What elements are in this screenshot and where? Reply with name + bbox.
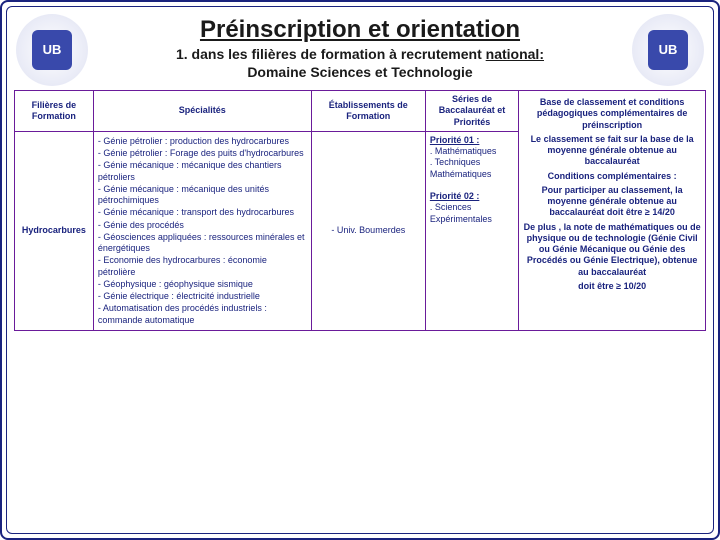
specialite-item: - Génie mécanique : transport des hydroc…	[98, 207, 307, 218]
priority1-label: Priorité 01 :	[430, 135, 514, 146]
specialite-item: - Génie mécanique : mécanique des unités…	[98, 184, 307, 207]
subtitle-prefix: 1. dans les filières de formation à recr…	[176, 46, 486, 62]
logo-left: UB	[16, 14, 88, 86]
program-table: Filières de Formation Spécialités Établi…	[14, 90, 706, 331]
specialite-item: - Génie mécanique : mécanique des chanti…	[98, 160, 307, 183]
page-title: Préinscription et orientation	[92, 16, 628, 44]
specialite-item: - Génie pétrolier : Forage des puits d'h…	[98, 148, 307, 159]
specialite-item: - Génie pétrolier : production des hydro…	[98, 136, 307, 147]
specialite-item: - Géophysique : géophysique sismique	[98, 279, 307, 290]
specialite-item: - Automatisation des procédés industriel…	[98, 303, 307, 326]
cell-filiere: Hydrocarbures	[15, 131, 94, 330]
col-etablissements: Établissements de Formation	[311, 91, 425, 132]
col-base: Base de classement et conditions pédagog…	[519, 91, 706, 331]
header: Préinscription et orientation 1. dans le…	[2, 2, 718, 84]
domain-line: Domaine Sciences et Technologie	[92, 64, 628, 80]
base-heading: Base de classement et conditions pédagog…	[523, 97, 701, 131]
specialite-item: - Géosciences appliquées : ressources mi…	[98, 232, 307, 255]
base-para2: Pour participer au classement, la moyenn…	[523, 185, 701, 219]
priority2-label: Priorité 02 :	[430, 191, 514, 202]
col-series: Séries de Baccalauréat et Priorités	[425, 91, 518, 132]
cell-specialites: - Génie pétrolier : production des hydro…	[93, 131, 311, 330]
table-header-row: Filières de Formation Spécialités Établi…	[15, 91, 706, 132]
cell-series: Priorité 01 : . Mathématiques . Techniqu…	[425, 131, 518, 330]
base-para1: Le classement se fait sur la base de la …	[523, 134, 701, 168]
specialite-item: - Génie des procédés	[98, 220, 307, 231]
base-cond-title: Conditions complémentaires :	[523, 171, 701, 182]
specialite-item: - Economie des hydrocarbures : économie …	[98, 255, 307, 278]
logo-right: UB	[632, 14, 704, 86]
base-para4: doit être ≥ 10/20	[523, 281, 701, 292]
cell-etablissement: - Univ. Boumerdes	[311, 131, 425, 330]
col-filieres: Filières de Formation	[15, 91, 94, 132]
subtitle-underlined: national:	[486, 46, 544, 62]
subtitle: 1. dans les filières de formation à recr…	[92, 46, 628, 62]
specialite-item: - Génie électrique : électricité industr…	[98, 291, 307, 302]
base-para3: De plus , la note de mathématiques ou de…	[523, 222, 701, 278]
priority1-item2: . Techniques Mathématiques	[430, 157, 514, 180]
priority1-item1: . Mathématiques	[430, 146, 514, 157]
col-specialites: Spécialités	[93, 91, 311, 132]
priority2-item: . Sciences Expérimentales	[430, 202, 514, 225]
